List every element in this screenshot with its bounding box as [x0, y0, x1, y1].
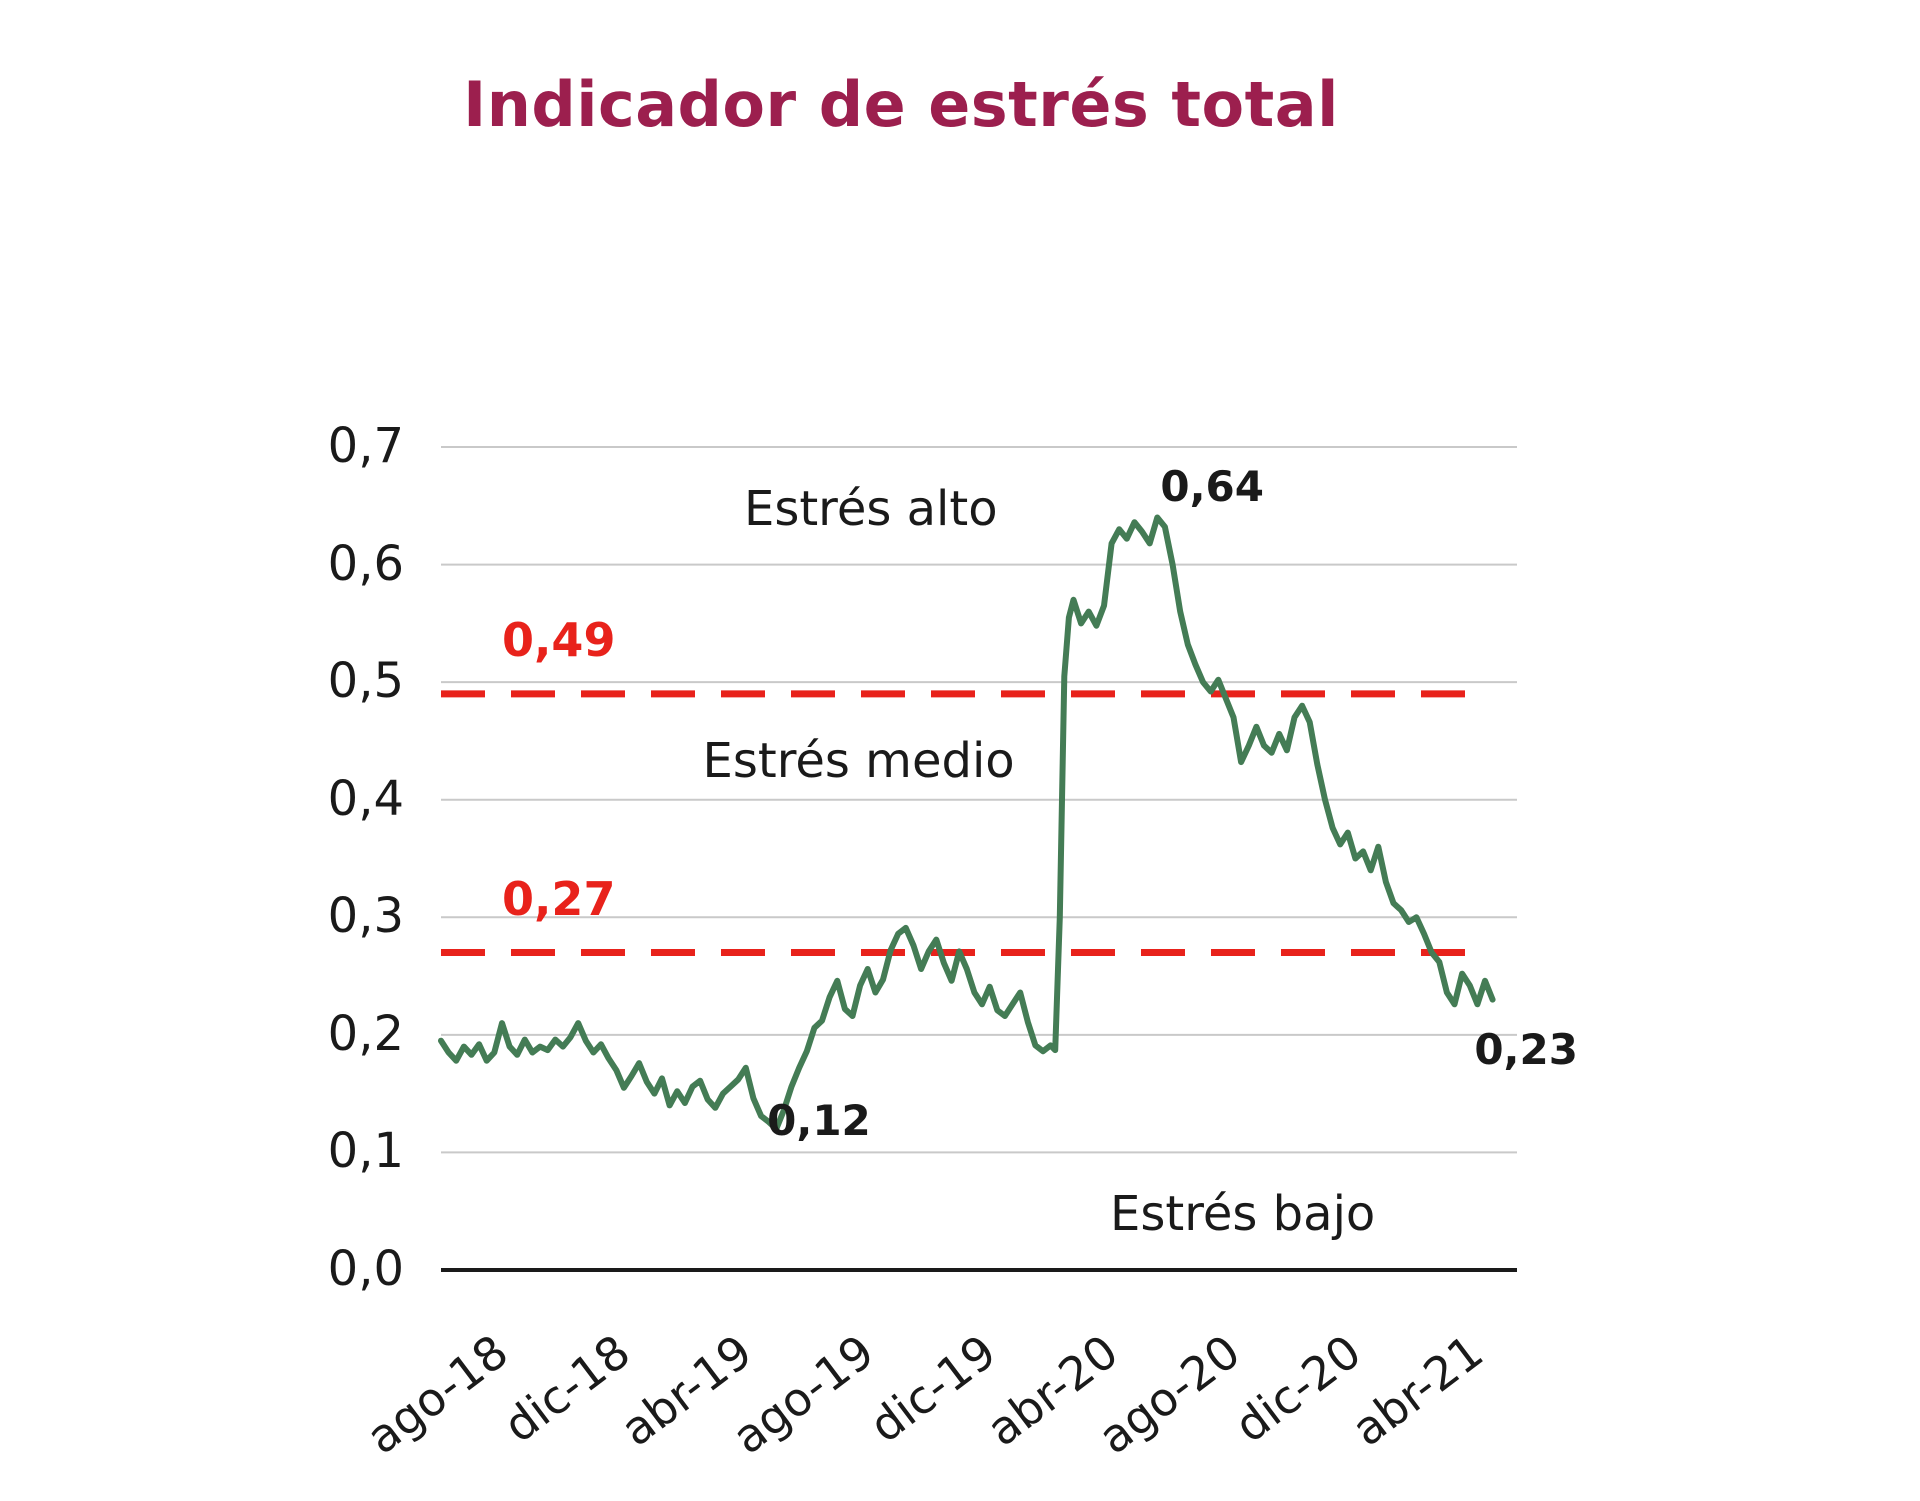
y-tick-label: 0,4	[327, 770, 404, 827]
zone-label: Estrés bajo	[1110, 1186, 1376, 1243]
y-tick-label: 0,7	[327, 418, 404, 474]
y-tick-label: 0,1	[327, 1123, 404, 1180]
y-tick-label: 0,2	[327, 1005, 404, 1062]
y-tick-label: 0,3	[327, 888, 404, 945]
y-tick-label: 0,0	[327, 1241, 404, 1297]
point-label: 0,23	[1474, 1025, 1578, 1075]
zone-label: Estrés alto	[743, 480, 998, 537]
zone-label: Estrés medio	[702, 733, 1015, 790]
point-label: 0,12	[767, 1096, 871, 1146]
series-line	[438, 514, 1496, 1132]
chart-title: Indicador de estrés total	[463, 68, 1339, 141]
y-tick-label: 0,6	[327, 535, 404, 592]
y-tick-label: 0,5	[327, 653, 404, 710]
threshold-label: 0,49	[501, 612, 616, 667]
point-label: 0,64	[1160, 462, 1264, 512]
threshold-label: 0,27	[501, 871, 616, 926]
